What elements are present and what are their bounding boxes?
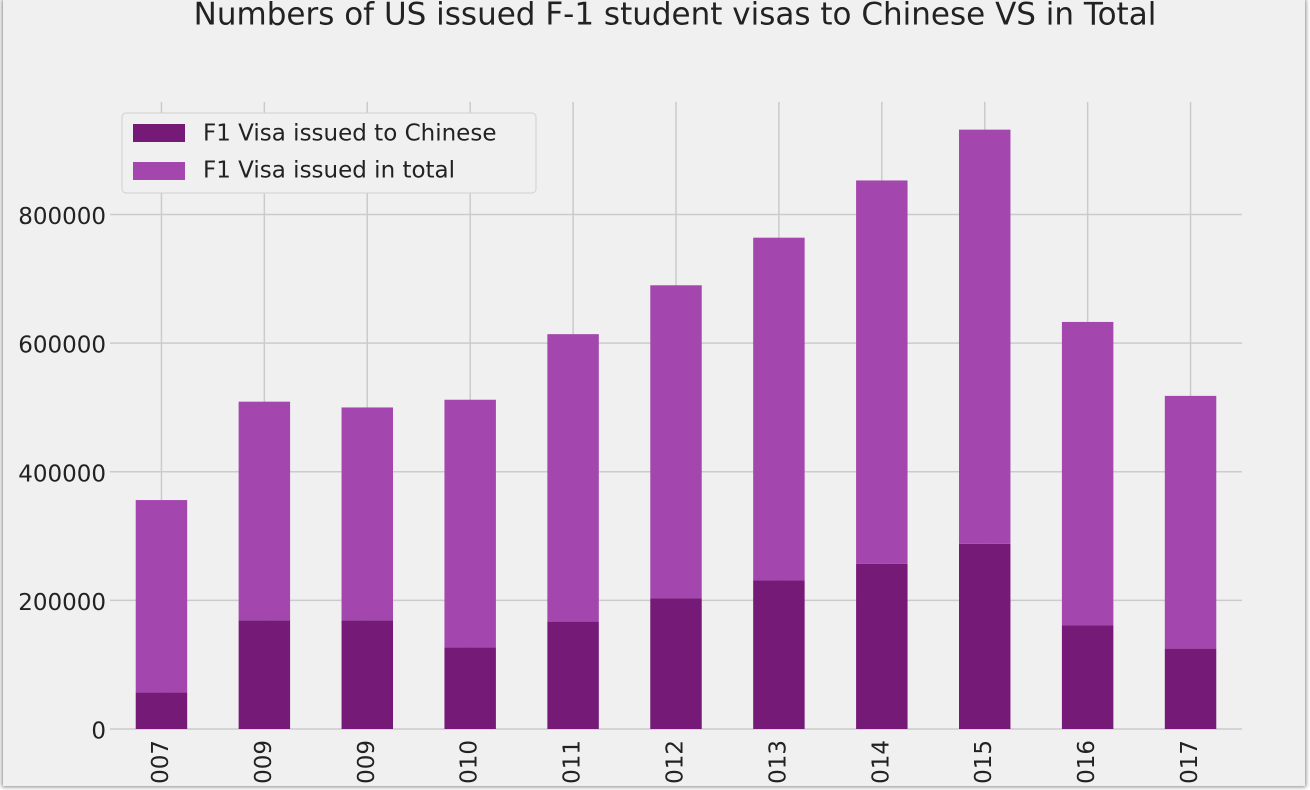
bar-segment [1061, 625, 1114, 729]
bar-segment [753, 580, 805, 729]
bar-segment [238, 620, 291, 729]
chart: Numbers of US issued F-1 student visas t… [18, 0, 1242, 784]
bar-segment [135, 500, 188, 693]
y-tick-label: 600000 [18, 333, 106, 359]
x-tick-label: 017 [1177, 740, 1203, 784]
x-tick-label: 010 [457, 740, 483, 784]
legend-label: F1 Visa issued in total [203, 158, 455, 184]
legend-swatch [133, 124, 185, 142]
x-tick-label: 011 [560, 740, 586, 784]
x-tick-label: 009 [354, 740, 380, 784]
bar-segment [753, 237, 805, 581]
bar-segment [650, 598, 702, 729]
y-tick-label: 200000 [18, 590, 106, 616]
y-tick-label: 0 [91, 719, 106, 745]
x-tick-label: 009 [251, 740, 277, 784]
bar-segment [341, 407, 393, 621]
bar-segment [959, 129, 1011, 544]
bar-segment [1164, 395, 1217, 649]
y-tick-label: 800000 [18, 204, 106, 230]
x-tick-label: 012 [663, 740, 689, 784]
labels: 0 200000 400000 600000 800000 007 009 009 010 011… [18, 204, 1203, 784]
legend: F1 Visa issued to Chinese F1 Visa issued… [121, 112, 537, 194]
chart-title: Numbers of US issued F-1 student visas t… [194, 0, 1157, 33]
bar-segment [547, 621, 599, 729]
bar-segment [444, 399, 496, 648]
bar-segment [238, 401, 291, 621]
bar-segment [650, 285, 702, 599]
x-tick-label: 016 [1074, 740, 1100, 784]
bar-segment [444, 647, 496, 729]
bar-segment [1164, 648, 1217, 729]
x-tick-label: 013 [765, 740, 791, 784]
bar-segment [1061, 321, 1114, 626]
x-tick-label: 007 [148, 740, 174, 784]
bars [135, 129, 1217, 729]
legend-box [121, 112, 537, 194]
x-tick-label: 015 [971, 740, 997, 784]
bar-segment [856, 563, 908, 729]
y-tick-label: 400000 [18, 461, 106, 487]
legend-swatch [133, 162, 185, 180]
bar-segment [959, 543, 1011, 729]
bar-segment [856, 180, 908, 564]
legend-label: F1 Visa issued to Chinese [203, 121, 496, 147]
bar-segment [341, 620, 393, 729]
frame: Numbers of US issued F-1 student visas t… [3, 0, 1305, 786]
x-tick-label: 014 [868, 740, 894, 784]
bar-segment [547, 334, 599, 622]
bar-segment [135, 692, 188, 729]
